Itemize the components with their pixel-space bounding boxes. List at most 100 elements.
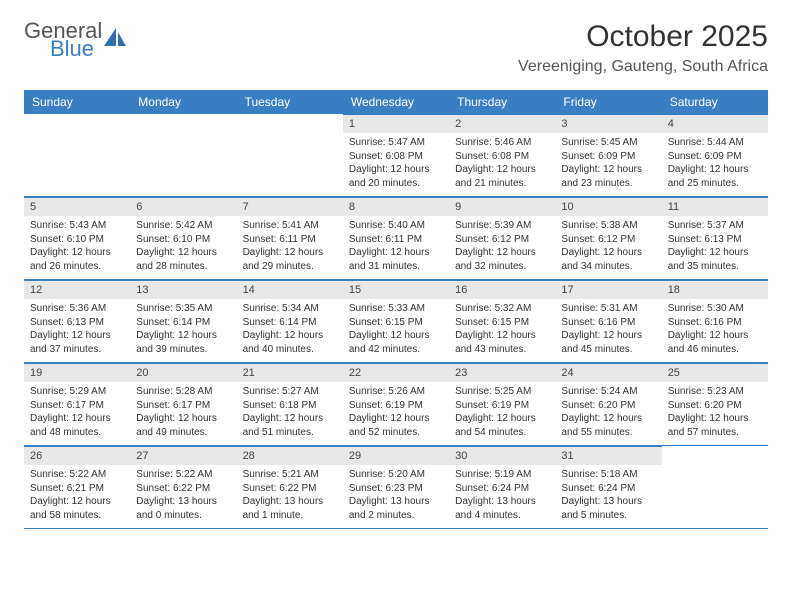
- sunrise-line: Sunrise: 5:38 AM: [561, 219, 655, 233]
- brand-logo: General Blue: [24, 20, 128, 60]
- sunrise-line: Sunrise: 5:42 AM: [136, 219, 230, 233]
- day-cell: 13Sunrise: 5:35 AMSunset: 6:14 PMDayligh…: [130, 280, 236, 363]
- sunrise-line: Sunrise: 5:22 AM: [136, 468, 230, 482]
- day-body: Sunrise: 5:18 AMSunset: 6:24 PMDaylight:…: [555, 465, 661, 528]
- sunset-line: Sunset: 6:14 PM: [243, 316, 337, 330]
- weekday-tuesday: Tuesday: [237, 90, 343, 114]
- sunrise-line: Sunrise: 5:30 AM: [668, 302, 762, 316]
- day-number: 19: [24, 363, 130, 382]
- day-body: Sunrise: 5:41 AMSunset: 6:11 PMDaylight:…: [237, 216, 343, 279]
- day-body: Sunrise: 5:38 AMSunset: 6:12 PMDaylight:…: [555, 216, 661, 279]
- sunrise-line: Sunrise: 5:41 AM: [243, 219, 337, 233]
- sunrise-line: Sunrise: 5:26 AM: [349, 385, 443, 399]
- day-body: Sunrise: 5:43 AMSunset: 6:10 PMDaylight:…: [24, 216, 130, 279]
- day-body: Sunrise: 5:46 AMSunset: 6:08 PMDaylight:…: [449, 133, 555, 196]
- sunset-line: Sunset: 6:08 PM: [455, 150, 549, 164]
- sunset-line: Sunset: 6:18 PM: [243, 399, 337, 413]
- daylight-line: Daylight: 12 hours and 48 minutes.: [30, 412, 124, 439]
- sunrise-line: Sunrise: 5:27 AM: [243, 385, 337, 399]
- day-number: 15: [343, 280, 449, 299]
- day-body: Sunrise: 5:22 AMSunset: 6:22 PMDaylight:…: [130, 465, 236, 528]
- day-body: Sunrise: 5:26 AMSunset: 6:19 PMDaylight:…: [343, 382, 449, 445]
- daylight-line: Daylight: 12 hours and 21 minutes.: [455, 163, 549, 190]
- day-cell: 9Sunrise: 5:39 AMSunset: 6:12 PMDaylight…: [449, 197, 555, 280]
- sunset-line: Sunset: 6:17 PM: [136, 399, 230, 413]
- sunrise-line: Sunrise: 5:36 AM: [30, 302, 124, 316]
- sunset-line: Sunset: 6:22 PM: [243, 482, 337, 496]
- daylight-line: Daylight: 12 hours and 40 minutes.: [243, 329, 337, 356]
- day-number: 26: [24, 446, 130, 465]
- sunrise-line: Sunrise: 5:18 AM: [561, 468, 655, 482]
- day-body: Sunrise: 5:37 AMSunset: 6:13 PMDaylight:…: [662, 216, 768, 279]
- day-cell: 25Sunrise: 5:23 AMSunset: 6:20 PMDayligh…: [662, 363, 768, 446]
- day-cell: 19Sunrise: 5:29 AMSunset: 6:17 PMDayligh…: [24, 363, 130, 446]
- location: Vereeniging, Gauteng, South Africa: [518, 58, 768, 76]
- daylight-line: Daylight: 12 hours and 49 minutes.: [136, 412, 230, 439]
- day-cell: 31Sunrise: 5:18 AMSunset: 6:24 PMDayligh…: [555, 446, 661, 529]
- sunrise-line: Sunrise: 5:22 AM: [30, 468, 124, 482]
- day-cell: 22Sunrise: 5:26 AMSunset: 6:19 PMDayligh…: [343, 363, 449, 446]
- day-cell: 5Sunrise: 5:43 AMSunset: 6:10 PMDaylight…: [24, 197, 130, 280]
- daylight-line: Daylight: 12 hours and 20 minutes.: [349, 163, 443, 190]
- sunset-line: Sunset: 6:15 PM: [349, 316, 443, 330]
- sunrise-line: Sunrise: 5:45 AM: [561, 136, 655, 150]
- header: General Blue October 2025 Vereeniging, G…: [24, 20, 768, 76]
- daylight-line: Daylight: 12 hours and 43 minutes.: [455, 329, 549, 356]
- sunrise-line: Sunrise: 5:32 AM: [455, 302, 549, 316]
- day-cell: 10Sunrise: 5:38 AMSunset: 6:12 PMDayligh…: [555, 197, 661, 280]
- sunset-line: Sunset: 6:16 PM: [668, 316, 762, 330]
- title-block: October 2025 Vereeniging, Gauteng, South…: [518, 20, 768, 76]
- day-cell: 3 Sunrise: 5:45 AMSunset: 6:09 PMDaylight…: [555, 114, 661, 197]
- day-number: 1: [343, 114, 449, 133]
- daylight-line: Daylight: 12 hours and 39 minutes.: [136, 329, 230, 356]
- sunset-line: Sunset: 6:10 PM: [136, 233, 230, 247]
- day-body: Sunrise: 5:21 AMSunset: 6:22 PMDaylight:…: [237, 465, 343, 528]
- sunset-line: Sunset: 6:08 PM: [349, 150, 443, 164]
- daylight-line: Daylight: 12 hours and 46 minutes.: [668, 329, 762, 356]
- day-number: 28: [237, 446, 343, 465]
- daylight-line: Daylight: 12 hours and 51 minutes.: [243, 412, 337, 439]
- day-number: 8: [343, 197, 449, 216]
- day-body: Sunrise: 5:27 AMSunset: 6:18 PMDaylight:…: [237, 382, 343, 445]
- weekday-header-row: SundayMondayTuesdayWednesdayThursdayFrid…: [24, 90, 768, 114]
- sunrise-line: Sunrise: 5:39 AM: [455, 219, 549, 233]
- empty-cell: [662, 446, 768, 529]
- day-cell: 29Sunrise: 5:20 AMSunset: 6:23 PMDayligh…: [343, 446, 449, 529]
- sunset-line: Sunset: 6:09 PM: [561, 150, 655, 164]
- sunrise-line: Sunrise: 5:31 AM: [561, 302, 655, 316]
- sunset-line: Sunset: 6:20 PM: [561, 399, 655, 413]
- day-cell: 2Sunrise: 5:46 AMSunset: 6:08 PMDaylight…: [449, 114, 555, 197]
- sunset-line: Sunset: 6:12 PM: [455, 233, 549, 247]
- sunrise-line: Sunrise: 5:29 AM: [30, 385, 124, 399]
- sunset-line: Sunset: 6:13 PM: [30, 316, 124, 330]
- sunrise-line: Sunrise: 5:21 AM: [243, 468, 337, 482]
- daylight-line: Daylight: 12 hours and 55 minutes.: [561, 412, 655, 439]
- daylight-line: Daylight: 12 hours and 58 minutes.: [30, 495, 124, 522]
- sunset-line: Sunset: 6:20 PM: [668, 399, 762, 413]
- day-number: 3: [555, 114, 661, 133]
- sunrise-line: Sunrise: 5:33 AM: [349, 302, 443, 316]
- empty-cell: [130, 114, 236, 197]
- sunrise-line: Sunrise: 5:19 AM: [455, 468, 549, 482]
- daylight-line: Daylight: 13 hours and 0 minutes.: [136, 495, 230, 522]
- sunset-line: Sunset: 6:13 PM: [668, 233, 762, 247]
- daylight-line: Daylight: 12 hours and 23 minutes.: [561, 163, 655, 190]
- day-number: 24: [555, 363, 661, 382]
- day-body: Sunrise: 5:22 AMSunset: 6:21 PMDaylight:…: [24, 465, 130, 528]
- day-body: Sunrise: 5:23 AMSunset: 6:20 PMDaylight:…: [662, 382, 768, 445]
- daylight-line: Daylight: 12 hours and 45 minutes.: [561, 329, 655, 356]
- day-number: 11: [662, 197, 768, 216]
- day-number: 31: [555, 446, 661, 465]
- sunrise-line: Sunrise: 5:43 AM: [30, 219, 124, 233]
- day-cell: 26Sunrise: 5:22 AMSunset: 6:21 PMDayligh…: [24, 446, 130, 529]
- day-cell: 23Sunrise: 5:25 AMSunset: 6:19 PMDayligh…: [449, 363, 555, 446]
- day-number: 25: [662, 363, 768, 382]
- day-cell: 6Sunrise: 5:42 AMSunset: 6:10 PMDaylight…: [130, 197, 236, 280]
- day-cell: 20Sunrise: 5:28 AMSunset: 6:17 PMDayligh…: [130, 363, 236, 446]
- sunset-line: Sunset: 6:19 PM: [455, 399, 549, 413]
- day-body: Sunrise: 5:31 AMSunset: 6:16 PMDaylight:…: [555, 299, 661, 362]
- day-number: 9: [449, 197, 555, 216]
- day-body: Sunrise: 5:28 AMSunset: 6:17 PMDaylight:…: [130, 382, 236, 445]
- day-cell: 16Sunrise: 5:32 AMSunset: 6:15 PMDayligh…: [449, 280, 555, 363]
- weekday-monday: Monday: [130, 90, 236, 114]
